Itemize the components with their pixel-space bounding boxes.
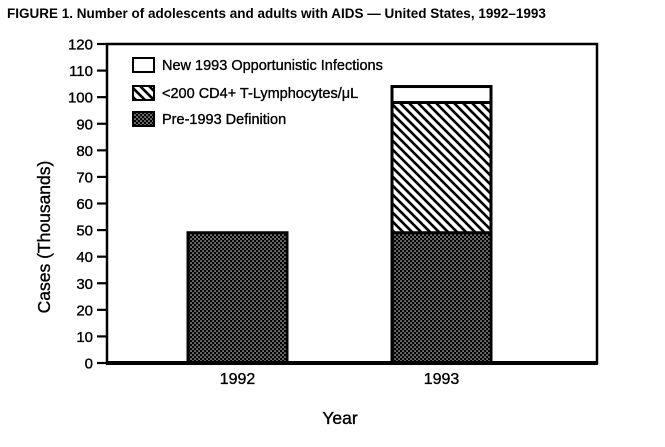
bar-segment-1993-hatch bbox=[390, 100, 493, 235]
y-tick-label: 120 bbox=[68, 37, 93, 54]
x-tick-label-1992: 1992 bbox=[220, 371, 256, 388]
y-tick-label: 100 bbox=[68, 90, 93, 107]
legend-label: <200 CD4+ T-Lymphocytes/μL bbox=[162, 86, 358, 102]
legend-label: Pre-1993 Definition bbox=[162, 112, 286, 128]
y-tick-label: 70 bbox=[76, 169, 93, 186]
figure-title: FIGURE 1. Number of adolescents and adul… bbox=[7, 6, 546, 21]
legend-swatch-white bbox=[132, 57, 155, 73]
y-tick-label: 20 bbox=[76, 302, 93, 319]
legend-label: New 1993 Opportunistic Infections bbox=[162, 58, 383, 74]
x-tick-label-1993: 1993 bbox=[424, 371, 460, 388]
y-tick-label: 40 bbox=[76, 249, 93, 266]
bar-segment-1993-stipple bbox=[390, 231, 493, 365]
y-tick-label: 60 bbox=[76, 196, 93, 213]
bar-segment-1993-white bbox=[390, 85, 493, 104]
y-axis-title: Cases (Thousands) bbox=[34, 161, 54, 314]
y-tick-label: 80 bbox=[76, 143, 93, 160]
y-tick-label: 110 bbox=[69, 63, 93, 80]
y-tick-label: 50 bbox=[76, 223, 93, 240]
y-tick-label: 90 bbox=[76, 116, 93, 133]
y-tick-label: 30 bbox=[76, 276, 93, 293]
x-axis-title: Year bbox=[322, 408, 358, 428]
y-tick-label: 0 bbox=[85, 356, 93, 373]
legend-swatch-stipple bbox=[132, 111, 155, 127]
bar-segment-1992-stipple bbox=[186, 231, 289, 365]
y-tick-label: 10 bbox=[76, 329, 93, 346]
legend-swatch-hatch bbox=[132, 85, 155, 101]
